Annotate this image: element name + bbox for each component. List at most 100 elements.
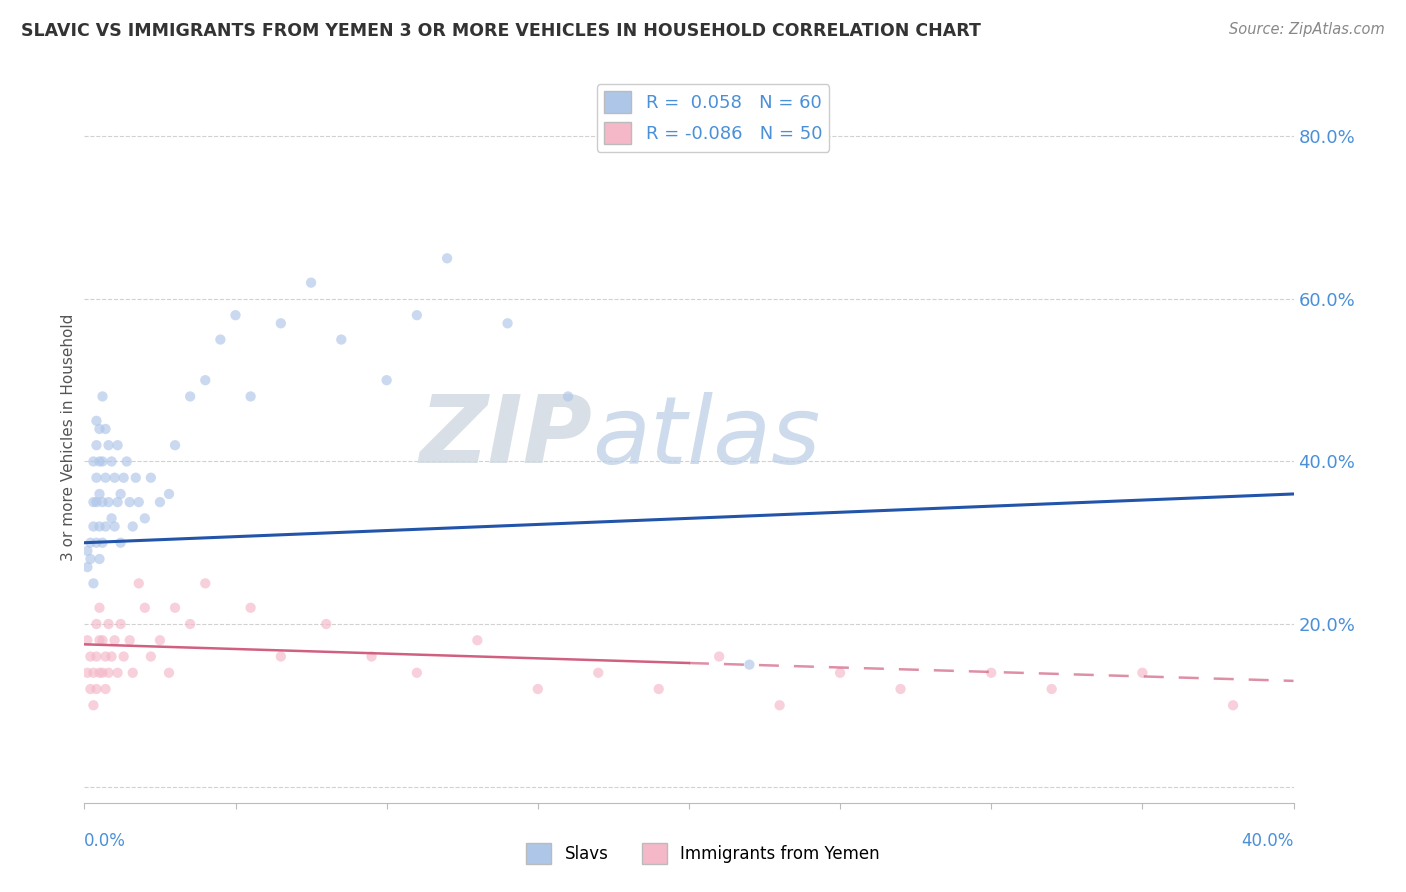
Point: [179, 617, 201, 632]
Point: [330, 333, 353, 347]
Point: [709, 649, 731, 664]
Point: [557, 389, 579, 403]
Point: [79, 535, 101, 549]
Point: [86, 438, 108, 452]
Point: [79, 649, 101, 664]
Point: [1222, 698, 1244, 713]
Point: [239, 600, 262, 615]
Point: [91, 389, 114, 403]
Point: [76, 633, 98, 648]
Point: [89, 454, 111, 468]
Point: [738, 657, 761, 672]
Text: 0.0%: 0.0%: [84, 832, 127, 850]
Point: [225, 308, 247, 322]
Point: [1130, 665, 1153, 680]
Point: [157, 487, 180, 501]
Text: 40.0%: 40.0%: [1241, 832, 1294, 850]
Point: [360, 649, 382, 664]
Point: [89, 600, 111, 615]
Point: [139, 649, 162, 664]
Point: [194, 576, 217, 591]
Point: [299, 276, 322, 290]
Point: [94, 422, 117, 436]
Point: [91, 454, 114, 468]
Point: [194, 373, 217, 387]
Point: [94, 649, 117, 664]
Point: [104, 471, 127, 485]
Point: [94, 471, 117, 485]
Point: [270, 316, 292, 330]
Point: [89, 519, 111, 533]
Point: [125, 471, 148, 485]
Point: [100, 454, 122, 468]
Point: [315, 617, 337, 632]
Point: [239, 389, 262, 403]
Point: [157, 665, 180, 680]
Point: [82, 698, 104, 713]
Point: [139, 471, 162, 485]
Point: [134, 600, 156, 615]
Point: [82, 454, 104, 468]
Point: [118, 633, 141, 648]
Point: [128, 495, 150, 509]
Point: [436, 252, 458, 266]
Point: [86, 414, 108, 428]
Point: [86, 495, 108, 509]
Point: [134, 511, 156, 525]
Point: [179, 389, 201, 403]
Point: [375, 373, 398, 387]
Point: [115, 454, 138, 468]
Point: [165, 600, 187, 615]
Point: [121, 665, 143, 680]
Point: [91, 495, 114, 509]
Point: [86, 681, 108, 696]
Text: SLAVIC VS IMMIGRANTS FROM YEMEN 3 OR MORE VEHICLES IN HOUSEHOLD CORRELATION CHAR: SLAVIC VS IMMIGRANTS FROM YEMEN 3 OR MOR…: [21, 22, 981, 40]
Point: [89, 422, 111, 436]
Point: [79, 552, 101, 566]
Point: [648, 681, 671, 696]
Point: [107, 438, 129, 452]
Point: [406, 665, 429, 680]
Point: [107, 495, 129, 509]
Point: [107, 665, 129, 680]
Point: [527, 681, 550, 696]
Point: [769, 698, 792, 713]
Point: [76, 544, 98, 558]
Point: [100, 649, 122, 664]
Point: [112, 471, 135, 485]
Text: atlas: atlas: [592, 392, 821, 483]
Legend: Slavs, Immigrants from Yemen: Slavs, Immigrants from Yemen: [520, 837, 886, 871]
Point: [86, 617, 108, 632]
Point: [110, 487, 132, 501]
Point: [97, 495, 120, 509]
Point: [86, 649, 108, 664]
Point: [588, 665, 610, 680]
Point: [82, 495, 104, 509]
Legend: R =  0.058   N = 60, R = -0.086   N = 50: R = 0.058 N = 60, R = -0.086 N = 50: [598, 84, 830, 152]
Point: [91, 665, 114, 680]
Point: [149, 633, 172, 648]
Point: [165, 438, 187, 452]
Point: [128, 576, 150, 591]
Point: [89, 487, 111, 501]
Point: [1040, 681, 1063, 696]
Point: [104, 519, 127, 533]
Point: [97, 665, 120, 680]
Point: [980, 665, 1002, 680]
Point: [86, 471, 108, 485]
Point: [89, 552, 111, 566]
Point: [89, 633, 111, 648]
Point: [890, 681, 912, 696]
Point: [830, 665, 852, 680]
Point: [496, 316, 519, 330]
Text: Source: ZipAtlas.com: Source: ZipAtlas.com: [1229, 22, 1385, 37]
Point: [97, 438, 120, 452]
Point: [94, 519, 117, 533]
Point: [82, 576, 104, 591]
Point: [209, 333, 232, 347]
Point: [270, 649, 292, 664]
Point: [467, 633, 489, 648]
Point: [86, 535, 108, 549]
Point: [406, 308, 429, 322]
Point: [97, 617, 120, 632]
